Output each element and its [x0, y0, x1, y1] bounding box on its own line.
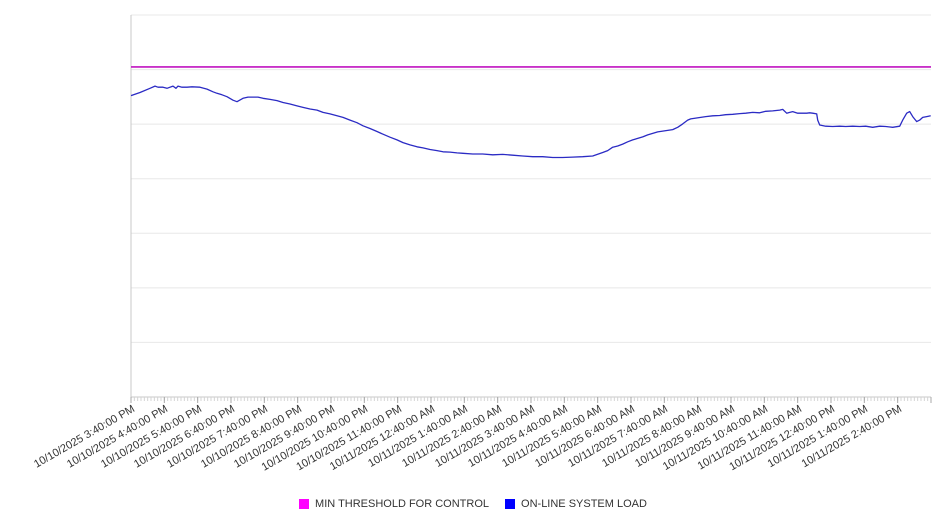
online-system-load-line — [130, 85, 931, 159]
chart-legend: MIN THRESHOLD FOR CONTROL ON-LINE SYSTEM… — [0, 498, 946, 510]
legend-label-online-system-load: ON-LINE SYSTEM LOAD — [521, 498, 647, 510]
legend-item-min-threshold: MIN THRESHOLD FOR CONTROL — [299, 498, 489, 510]
online-system-load-swatch-icon — [505, 499, 516, 509]
min-threshold-swatch-icon — [299, 499, 310, 509]
legend-label-min-threshold: MIN THRESHOLD FOR CONTROL — [315, 498, 490, 510]
legend-item-online-system-load: ON-LINE SYSTEM LOAD — [505, 498, 647, 510]
x-axis-major-ticks — [130, 397, 932, 403]
